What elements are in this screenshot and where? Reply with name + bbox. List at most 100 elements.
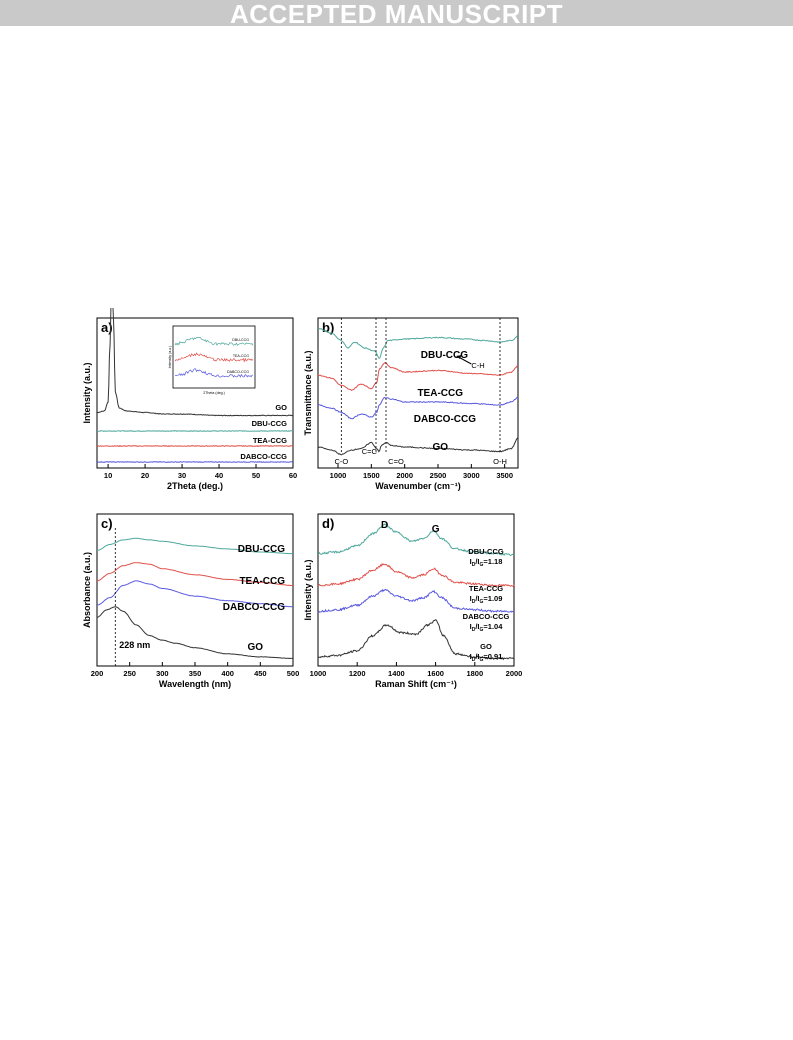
- series-line-go: [96, 276, 294, 417]
- series-line-dbu-ccg: [317, 523, 515, 557]
- inset-series-line: [174, 368, 254, 378]
- x-tick-label: 10: [104, 471, 112, 480]
- series-label: GO: [247, 642, 263, 653]
- ratio-i: I: [470, 622, 472, 631]
- x-tick-label: 1200: [349, 669, 366, 678]
- ratio-slash: /I: [475, 652, 479, 661]
- x-tick-label: 2500: [430, 471, 447, 480]
- x-tick-label: 250: [123, 669, 136, 678]
- x-axis-label: Wavenumber (cm⁻¹): [375, 481, 460, 491]
- panel-b: 1000 1500 2000 2500 3000 3500 Wavenumber (cm⁻¹…: [303, 317, 519, 491]
- peak-label-g: G: [432, 524, 440, 535]
- x-tick-label: 1400: [388, 669, 405, 678]
- series-label: DABCO-CCG: [240, 452, 287, 461]
- series-line-go: [317, 437, 519, 456]
- x-tick-label: 450: [254, 669, 267, 678]
- ratio-value: =1.04: [483, 622, 503, 631]
- x-tick-label: 50: [252, 471, 260, 480]
- inset-frame: [172, 325, 256, 389]
- panel-d: 1000 1200 1400 1600 1800 2000 Raman Shift (cm⁻…: [303, 513, 523, 689]
- series-line-tea-ccg: [317, 362, 519, 392]
- ratio-i: I: [470, 594, 472, 603]
- intensity-ratio-label: ID/IG=1.09: [470, 594, 503, 605]
- x-tick-label: 350: [189, 669, 202, 678]
- series-line-tea-ccg: [96, 562, 293, 586]
- x-tick-label: 1000: [310, 669, 327, 678]
- x-tick-label: 60: [289, 471, 297, 480]
- annotation-c-c: C=C: [362, 447, 378, 456]
- y-axis-label: Absorbance (a.u.): [82, 552, 92, 628]
- figure-svg: 10 20 30 40 50 60 2Theta (deg.) Intensity (a.u.…: [82, 276, 523, 689]
- ratio-i: I: [470, 557, 472, 566]
- series-label: DABCO-CCG: [414, 414, 476, 425]
- x-tick-label: 3500: [496, 471, 513, 480]
- inset-series-label: DBU-CCG: [232, 338, 249, 342]
- panel-label: d): [322, 516, 334, 531]
- series-label: TEA-CCG: [417, 388, 463, 399]
- ratio-value: =1.18: [483, 557, 502, 566]
- x-tick-label: 40: [215, 471, 223, 480]
- inset-series-line: [174, 336, 254, 347]
- series-label: TEA-CCG: [469, 584, 503, 593]
- series-line-go: [317, 619, 515, 661]
- series-label: TEA-CCG: [239, 576, 285, 587]
- series-label: DBU-CCG: [421, 350, 468, 361]
- ratio-sub-g: G: [480, 627, 484, 633]
- ratio-value: =1.09: [483, 594, 502, 603]
- series-line-dabco-ccg: [317, 396, 519, 420]
- series-label: GO: [432, 442, 448, 453]
- x-tick-label: 1600: [427, 669, 444, 678]
- x-tick-label: 1500: [363, 471, 380, 480]
- series-label: DABCO-CCG: [463, 612, 510, 621]
- x-tick-label: 2000: [506, 669, 523, 678]
- series-label: DABCO-CCG: [223, 602, 285, 613]
- x-tick-label: 1000: [330, 471, 347, 480]
- inset-series-label: TEA-CCG: [233, 354, 249, 358]
- intensity-ratio-label: ID/IG=1.18: [470, 557, 503, 568]
- ratio-sub-g: G: [480, 657, 484, 663]
- panel-a: 10 20 30 40 50 60 2Theta (deg.) Intensity (a.u.…: [82, 276, 297, 491]
- series-line-dbu-ccg: [96, 430, 293, 432]
- x-tick-label: 1800: [466, 669, 483, 678]
- plot-frame: [317, 317, 519, 469]
- series-line-dabco-ccg: [96, 461, 294, 463]
- intensity-ratio-label: ID/IG=0.91: [470, 652, 503, 663]
- series-label: TEA-CCG: [253, 436, 287, 445]
- series-label: DBU-CCG: [468, 547, 504, 556]
- ratio-value: =0.91: [483, 652, 502, 661]
- plot-frame: [317, 513, 515, 667]
- ratio-i: I: [470, 652, 472, 661]
- peak-label-d: D: [381, 520, 388, 531]
- series-line-tea-ccg: [96, 445, 294, 447]
- ratio-sub-g: G: [480, 599, 484, 605]
- ratio-slash: /I: [475, 557, 479, 566]
- x-tick-label: 200: [91, 669, 104, 678]
- figure: 10 20 30 40 50 60 2Theta (deg.) Intensity (a.u.…: [70, 276, 530, 710]
- inset-series-line: [174, 352, 254, 363]
- panel-label: a): [101, 320, 113, 335]
- ratio-sub-d: D: [472, 599, 476, 605]
- plot-frame: [96, 317, 294, 469]
- x-axis-label: Wavelength (nm): [159, 679, 231, 689]
- inset-x-label: 2Theta (deg.): [203, 391, 225, 395]
- series-line-dabco-ccg: [317, 588, 515, 613]
- inset-series-label: DABCO-CCG: [227, 370, 249, 374]
- ratio-sub-g: G: [480, 562, 484, 568]
- x-tick-label: 300: [156, 669, 169, 678]
- accepted-manuscript-banner: ACCEPTED MANUSCRIPT: [0, 0, 793, 28]
- x-tick-label: 500: [287, 669, 300, 678]
- series-label: DBU-CCG: [238, 544, 285, 555]
- annotation-c-h: C-H: [471, 361, 484, 370]
- x-tick-label: 400: [221, 669, 234, 678]
- annotation-c-o: C-O: [334, 457, 348, 466]
- ratio-sub-d: D: [472, 627, 476, 633]
- ratio-slash: /I: [475, 622, 479, 631]
- x-tick-label: 30: [178, 471, 186, 480]
- series-line-dabco-ccg: [96, 580, 294, 608]
- intensity-ratio-label: ID/IG=1.04: [470, 622, 504, 633]
- ratio-sub-d: D: [472, 657, 476, 663]
- x-axis-label: Raman Shift (cm⁻¹): [375, 679, 457, 689]
- y-axis-label: Transmittance (a.u.): [303, 350, 313, 435]
- annotation-o-h: O-H: [493, 457, 507, 466]
- series-line-dbu-ccg: [96, 537, 294, 555]
